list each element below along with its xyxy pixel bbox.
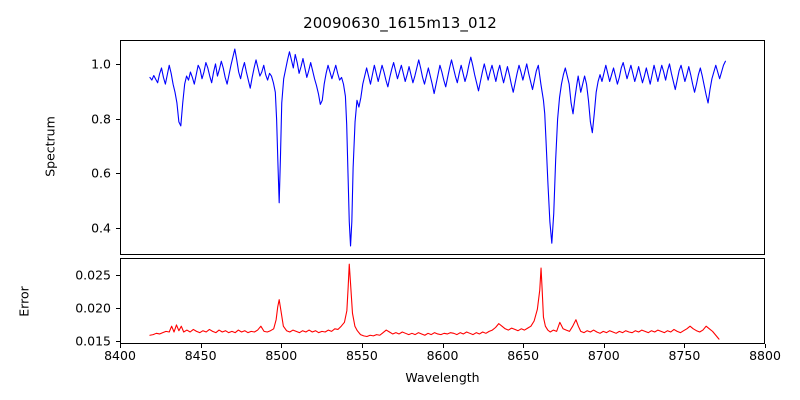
x-tick-mark [361,344,363,348]
error-plot-panel [120,258,765,344]
y-tick-label: 1.0 [91,56,111,72]
error-trace-svg [149,263,720,340]
y-tick-mark [116,308,120,310]
y-tick-label: 0.025 [75,267,111,283]
x-tick-mark [200,344,202,348]
x-tick-mark [281,344,283,348]
y-tick-mark [116,118,120,120]
y-tick-label: 0.020 [75,300,111,316]
x-tick-label: 8750 [668,348,701,363]
y-tick-mark [116,64,120,66]
x-tick-label: 8650 [507,348,540,363]
x-tick-mark [120,344,121,348]
x-tick-label: 8600 [426,348,459,363]
y-tick-label: 0.8 [91,111,111,127]
y-tick-mark [116,341,120,343]
x-tick-mark [684,344,686,348]
wavelength-axis-label: Wavelength [405,370,480,385]
y-tick-label: 0.6 [91,165,111,181]
x-tick-label: 8550 [345,348,378,363]
x-tick-mark [765,344,766,348]
x-tick-mark [442,344,444,348]
y-tick-mark [116,275,120,277]
y-tick-mark [116,173,120,175]
spectrum-trace-svg [149,48,726,247]
x-tick-label: 8400 [104,348,136,363]
x-tick-mark [523,344,525,348]
spectrum-line [149,48,726,247]
error-line [149,263,720,340]
y-tick-label: 0.4 [91,220,111,236]
x-tick-mark [603,344,605,348]
page-title: 20090630_1615m13_012 [303,14,497,32]
spectrum-plot-panel [120,40,765,255]
x-tick-label: 8500 [265,348,298,363]
y-tick-label: 0.015 [75,333,111,349]
x-tick-label: 8450 [184,348,217,363]
spectrum-axis-label: Spectrum [42,116,58,177]
error-axis-label: Error [16,286,32,317]
x-tick-label: 8800 [749,348,781,363]
x-tick-label: 8700 [587,348,620,363]
y-tick-mark [116,227,120,229]
